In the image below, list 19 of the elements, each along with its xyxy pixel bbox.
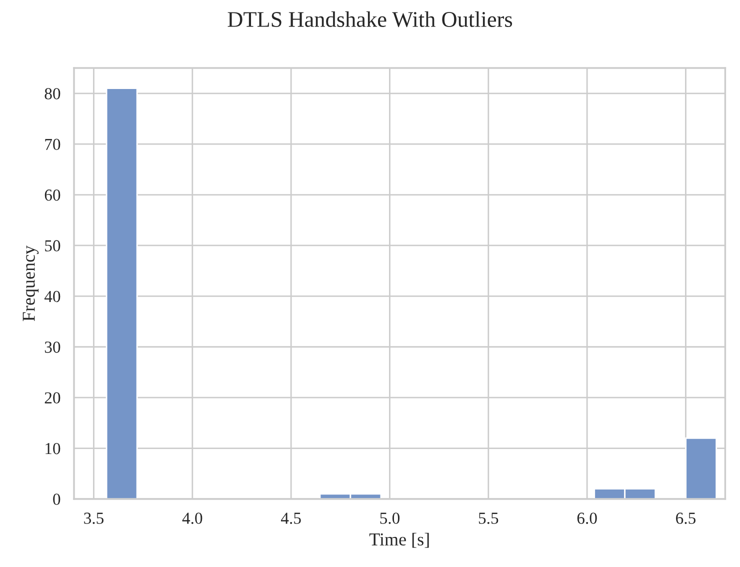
y-tick-label: 20 xyxy=(44,392,60,404)
x-tick-label: 4.5 xyxy=(280,512,301,524)
y-tick-label: 70 xyxy=(45,138,60,150)
y-tick-label: 50 xyxy=(45,240,60,252)
y-tick-label: 60 xyxy=(44,189,60,201)
x-tick-label: 6.0 xyxy=(577,512,597,524)
y-tick-label: 10 xyxy=(46,442,60,454)
x-tick-label: 4.0 xyxy=(182,512,202,524)
y-tick-label: 0 xyxy=(53,494,60,505)
y-axis-title: Frequency xyxy=(22,245,39,322)
x-tick-label: 3.5 xyxy=(84,512,104,524)
y-tick-label: 30 xyxy=(44,342,60,353)
y-tick-label: 80 xyxy=(44,88,60,100)
x-axis-title: Time [s] xyxy=(369,532,429,548)
x-tick-label: 5.0 xyxy=(380,512,400,524)
y-tick-label: 40 xyxy=(44,290,60,302)
chart-title: DTLS Handshake With Outliers xyxy=(228,11,512,28)
x-tick-label: 5.5 xyxy=(478,512,498,524)
x-tick-label: 6.5 xyxy=(676,512,696,524)
